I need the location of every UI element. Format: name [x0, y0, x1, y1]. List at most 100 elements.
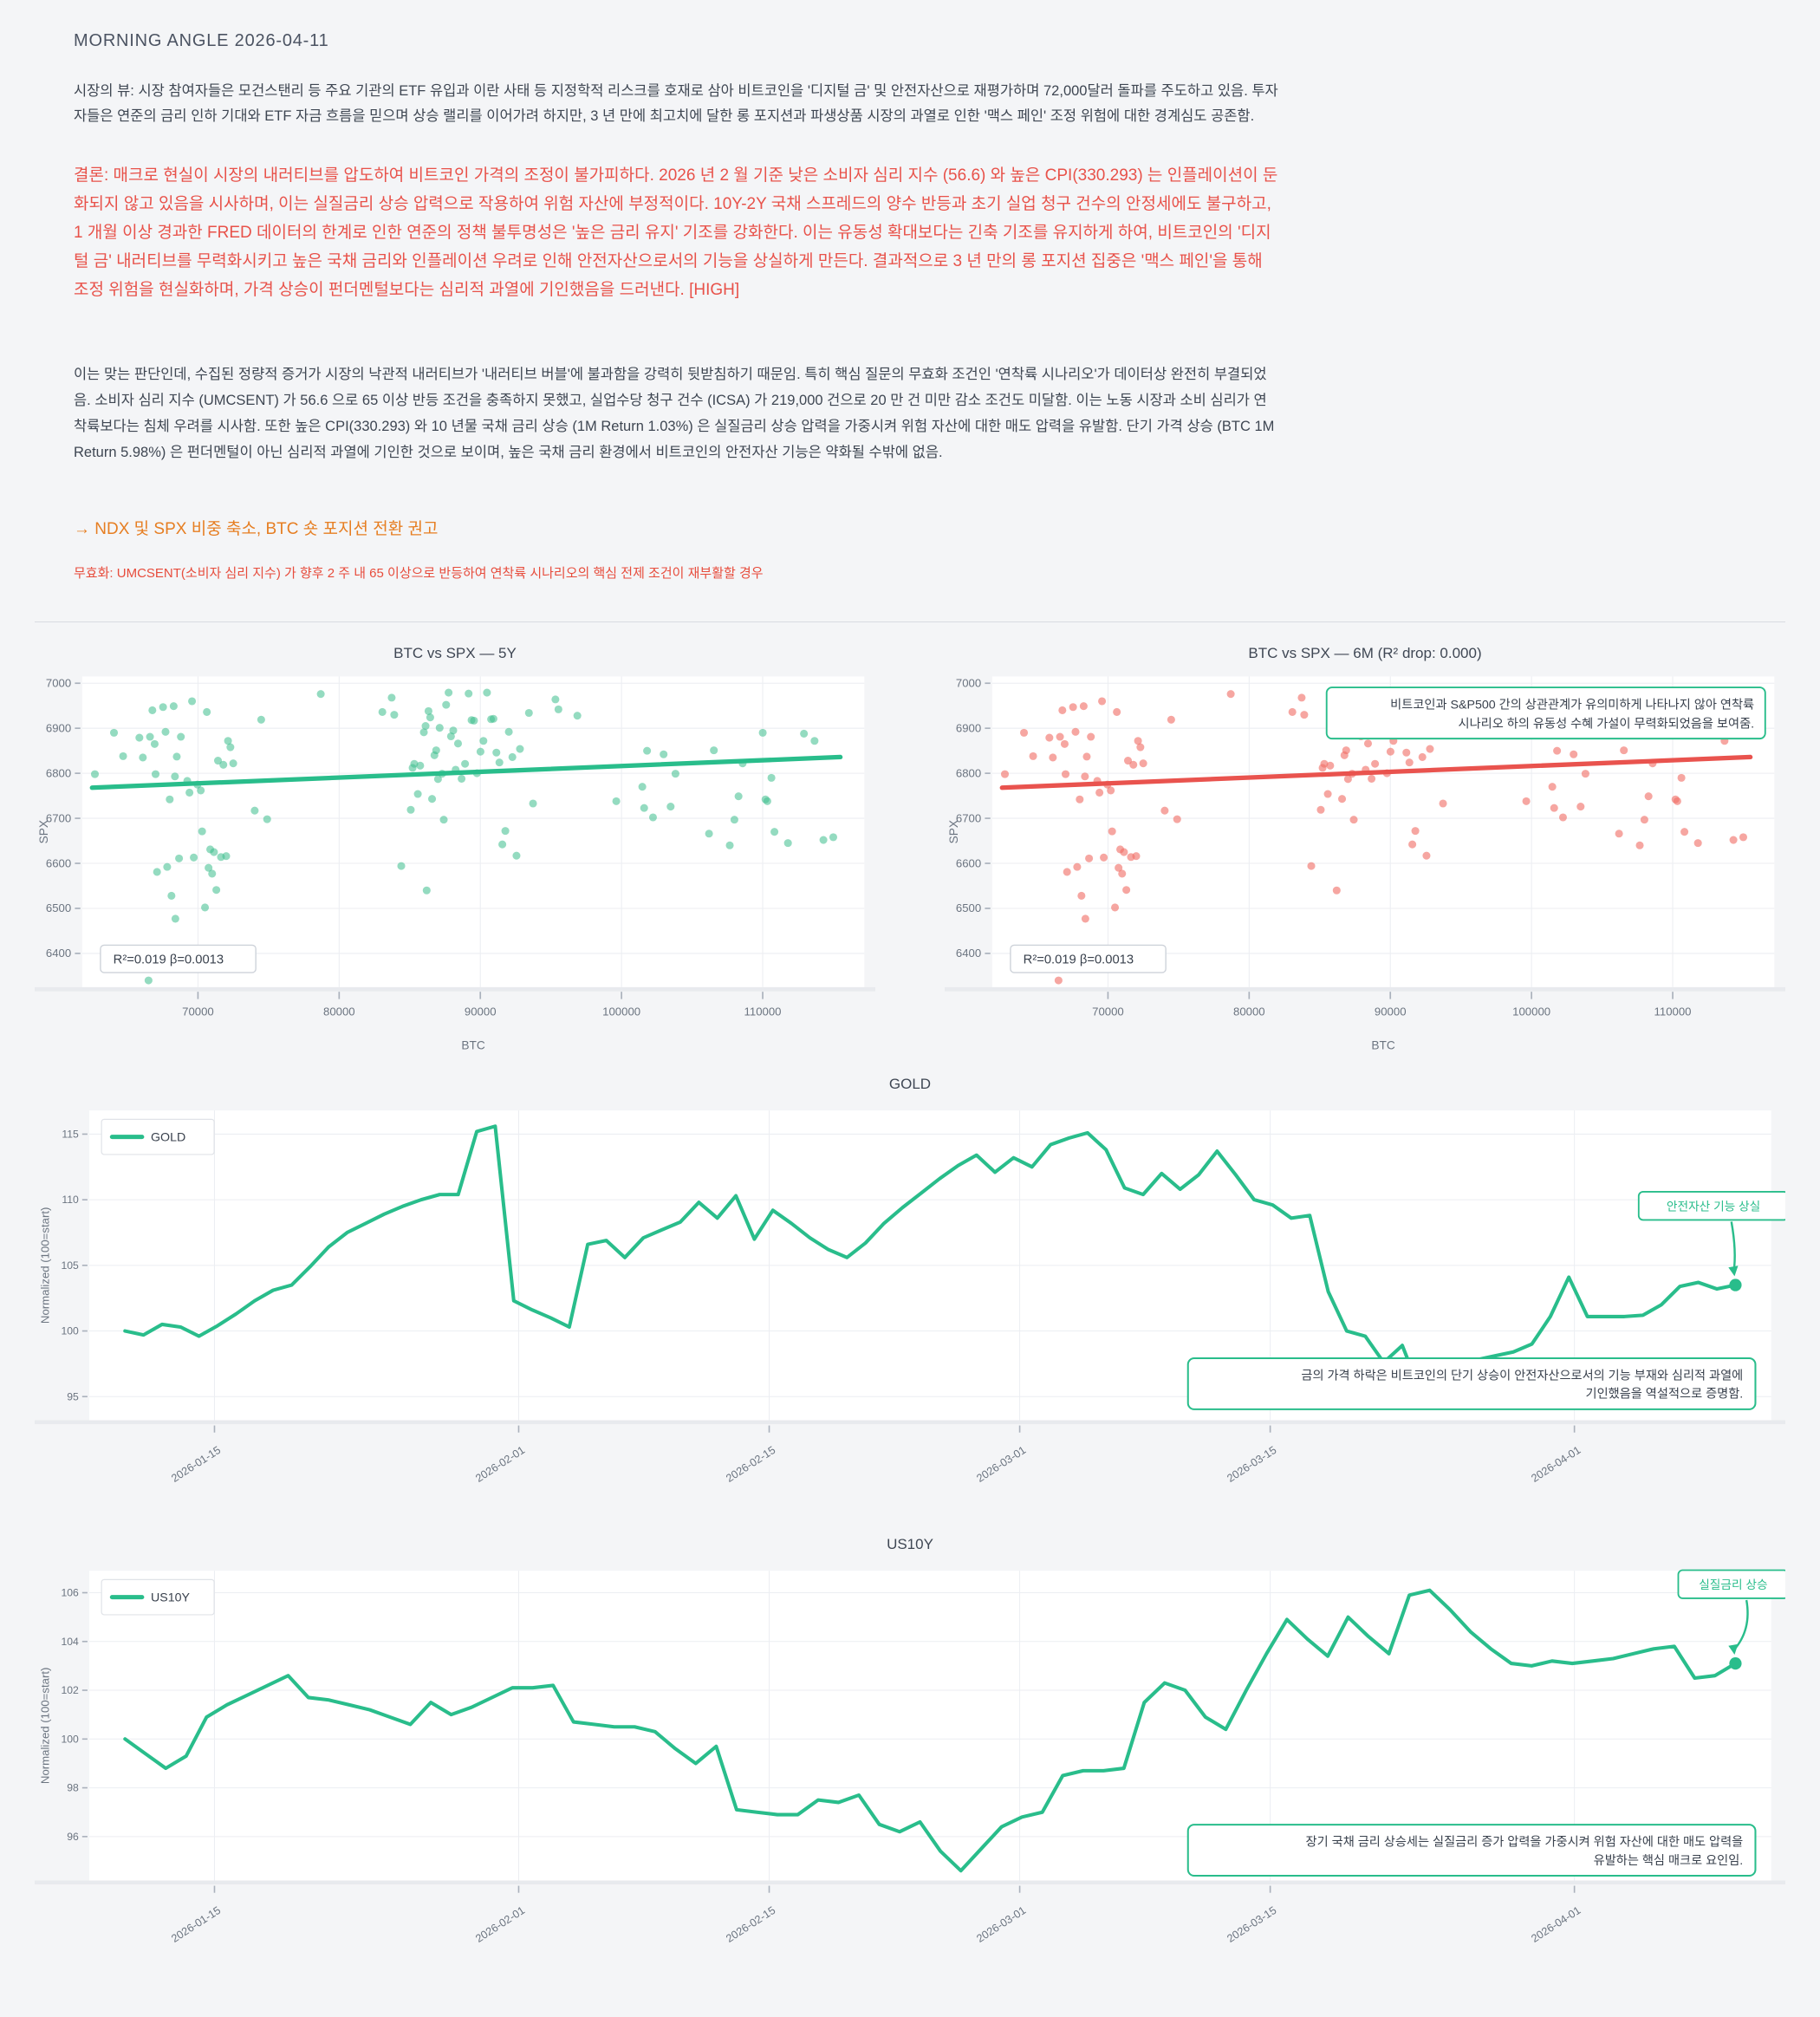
- svg-text:BTC: BTC: [1371, 1039, 1394, 1052]
- svg-text:6900: 6900: [46, 721, 71, 734]
- recommendation-line: → NDX 및 SPX 비중 축소, BTC 숏 포지션 전환 권고: [74, 520, 439, 539]
- svg-text:6700: 6700: [956, 811, 981, 824]
- svg-text:6400: 6400: [46, 947, 71, 960]
- divider: [35, 621, 1785, 623]
- report-text-block: MORNING ANGLE 2026-04-11 시장의 뷰: 시장 참여자들은…: [74, 31, 1278, 582]
- analysis-paragraph: 이는 맞는 판단인데, 수집된 정량적 증거가 시장의 낙관적 내러티브가 '내…: [74, 366, 1275, 460]
- svg-text:2026-03-01: 2026-03-01: [974, 1444, 1028, 1485]
- svg-text:100000: 100000: [602, 1005, 640, 1018]
- svg-text:110000: 110000: [1654, 1005, 1692, 1018]
- us10y-chart: US10Y 96 98 100 102 104 106 2026-01-15 2026-02-…: [35, 1536, 1785, 1974]
- svg-text:기인했음을 역설적으로 증명함.: 기인했음을 역설적으로 증명함.: [1586, 1387, 1744, 1402]
- stats-annotation-box: [100, 944, 257, 973]
- svg-text:SPX: SPX: [947, 820, 960, 843]
- svg-text:2026-04-01: 2026-04-01: [1529, 1904, 1583, 1945]
- scatter-charts-row: BTC vs SPX — 5Y 6400 6500 6600 6700 6800 6900…: [35, 645, 1785, 1053]
- svg-text:2026-02-01: 2026-02-01: [473, 1904, 527, 1945]
- svg-text:유발하는 핵심 매크로 요인임.: 유발하는 핵심 매크로 요인임.: [1594, 1853, 1744, 1868]
- chart-title-us10y: US10Y: [887, 1535, 933, 1552]
- svg-text:7000: 7000: [46, 676, 71, 689]
- svg-text:비트코인과 S&P500 간의 상관관계가 유의미하게 나타: 비트코인과 S&P500 간의 상관관계가 유의미하게 나타나지 않아 연착륙: [1390, 697, 1754, 712]
- svg-text:2026-01-15: 2026-01-15: [169, 1904, 223, 1945]
- gold-line-plot: 95 100 105 110 115 2026-01-15 2026-02-01 2026-0…: [35, 1110, 1785, 1485]
- svg-text:2026-03-15: 2026-03-15: [1225, 1444, 1278, 1485]
- chart-title-btc-spx-5y: BTC vs SPX — 5Y: [393, 645, 517, 662]
- svg-text:2026-02-01: 2026-02-01: [473, 1444, 527, 1485]
- svg-text:6500: 6500: [956, 901, 981, 914]
- svg-text:GOLD: GOLD: [151, 1131, 185, 1145]
- svg-text:98: 98: [67, 1782, 79, 1794]
- svg-text:105: 105: [61, 1259, 79, 1272]
- series-line: [123, 1588, 1738, 1873]
- svg-text:2026-02-15: 2026-02-15: [724, 1444, 777, 1485]
- svg-text:70000: 70000: [182, 1005, 214, 1018]
- page-title: MORNING ANGLE 2026-04-11: [74, 31, 329, 50]
- end-label-box: [1637, 1190, 1785, 1221]
- svg-text:US10Y: US10Y: [151, 1591, 191, 1605]
- note-annotation-box: [1186, 1824, 1757, 1877]
- svg-text:80000: 80000: [323, 1005, 355, 1018]
- svg-text:2026-03-15: 2026-03-15: [1225, 1904, 1278, 1945]
- svg-text:장기 국채 금리 상승세는 실질금리 증가 압력을 가중시켜: 장기 국채 금리 상승세는 실질금리 증가 압력을 가중시켜 위험 자산에 대한…: [1306, 1834, 1744, 1849]
- svg-text:102: 102: [61, 1684, 79, 1696]
- svg-text:2026-01-15: 2026-01-15: [169, 1444, 223, 1485]
- us10y-line-plot: 96 98 100 102 104 106 2026-01-15 2026-02-01 2026…: [35, 1569, 1785, 1945]
- scatter-plot-5y: 6400 6500 6600 6700 6800 6900 7000 70000 80000 90…: [35, 676, 875, 1052]
- svg-text:R²=0.019 β=0.0013: R²=0.019 β=0.0013: [114, 953, 224, 967]
- scatter-chart-5y: BTC vs SPX — 5Y 6400 6500 6600 6700 6800 6900…: [35, 645, 875, 1053]
- svg-text:6700: 6700: [46, 811, 71, 824]
- svg-text:6800: 6800: [956, 766, 981, 779]
- market-view-paragraph: 시장의 뷰: 시장 참여자들은 모건스탠리 등 주요 기관의 ETF 유입과 이…: [74, 83, 1278, 125]
- svg-text:100: 100: [61, 1733, 79, 1745]
- legend-box: [101, 1118, 215, 1155]
- svg-text:6500: 6500: [46, 901, 71, 914]
- svg-text:95: 95: [67, 1390, 79, 1402]
- note-annotation-box: [1186, 1357, 1757, 1410]
- svg-text:Normalized (100=start): Normalized (100=start): [38, 1207, 51, 1324]
- svg-text:80000: 80000: [1233, 1005, 1265, 1018]
- svg-text:110: 110: [62, 1194, 79, 1206]
- svg-text:6600: 6600: [956, 856, 981, 869]
- svg-text:실질금리 상승: 실질금리 상승: [1699, 1578, 1767, 1591]
- end-point-marker: [1729, 1656, 1742, 1670]
- svg-text:110000: 110000: [744, 1005, 782, 1018]
- chart-title-btc-spx-6m: BTC vs SPX — 6M (R² drop: 0.000): [1248, 645, 1482, 662]
- end-point-marker: [1729, 1279, 1742, 1292]
- svg-text:2026-04-01: 2026-04-01: [1529, 1444, 1583, 1485]
- end-label-box: [1677, 1569, 1785, 1599]
- svg-text:115: 115: [62, 1128, 79, 1140]
- invalidation-line: 무효화: UMCSENT(소비자 심리 지수) 가 향후 2 주 내 65 이상…: [74, 566, 764, 582]
- svg-text:100000: 100000: [1512, 1005, 1550, 1018]
- svg-text:96: 96: [67, 1831, 79, 1843]
- svg-text:100: 100: [61, 1324, 79, 1337]
- conclusion-paragraph: 결론: 매크로 현실이 시장의 내러티브를 압도하여 비트코인 가격의 조정이 …: [74, 166, 1278, 299]
- svg-text:BTC: BTC: [461, 1039, 484, 1052]
- svg-text:6400: 6400: [956, 947, 981, 960]
- svg-text:7000: 7000: [956, 676, 981, 689]
- svg-text:2026-03-01: 2026-03-01: [974, 1904, 1028, 1945]
- svg-text:안전자산 기능 상실: 안전자산 기능 상실: [1667, 1200, 1760, 1213]
- svg-text:106: 106: [61, 1586, 79, 1598]
- legend-box: [101, 1578, 215, 1616]
- svg-text:시나리오 하의 유동성 수혜 가설이 무력화되었음을 보여줌: 시나리오 하의 유동성 수혜 가설이 무력화되었음을 보여줌.: [1459, 716, 1755, 731]
- scatter-chart-6m: BTC vs SPX — 6M (R² drop: 0.000) 6400 650…: [945, 645, 1785, 1053]
- chart-title-gold: GOLD: [888, 1075, 932, 1092]
- svg-text:R²=0.019 β=0.0013: R²=0.019 β=0.0013: [1024, 953, 1134, 967]
- trend-line: [89, 754, 843, 791]
- svg-text:90000: 90000: [1375, 1005, 1407, 1018]
- svg-text:2026-02-15: 2026-02-15: [724, 1904, 777, 1945]
- note-annotation-box: [1325, 686, 1766, 740]
- gold-chart: GOLD 95 100 105 110 115 2026-01-15 2026-02-01 2…: [35, 1076, 1785, 1513]
- svg-text:90000: 90000: [465, 1005, 497, 1018]
- svg-text:SPX: SPX: [37, 820, 50, 843]
- trend-line: [999, 754, 1753, 791]
- svg-text:금의 가격 하락은 비트코인의 단기 상승이 안전자산으로서: 금의 가격 하락은 비트코인의 단기 상승이 안전자산으로서의 기능 부재와 심…: [1301, 1368, 1743, 1383]
- svg-text:Normalized (100=start): Normalized (100=start): [38, 1667, 51, 1784]
- stats-annotation-box: [1010, 944, 1167, 973]
- svg-text:104: 104: [61, 1636, 79, 1648]
- scatter-plot-6m: 6400 6500 6600 6700 6800 6900 7000 70000 80000 90…: [945, 676, 1785, 1052]
- svg-text:6800: 6800: [46, 766, 71, 779]
- svg-text:6600: 6600: [46, 856, 71, 869]
- svg-text:6900: 6900: [956, 721, 981, 734]
